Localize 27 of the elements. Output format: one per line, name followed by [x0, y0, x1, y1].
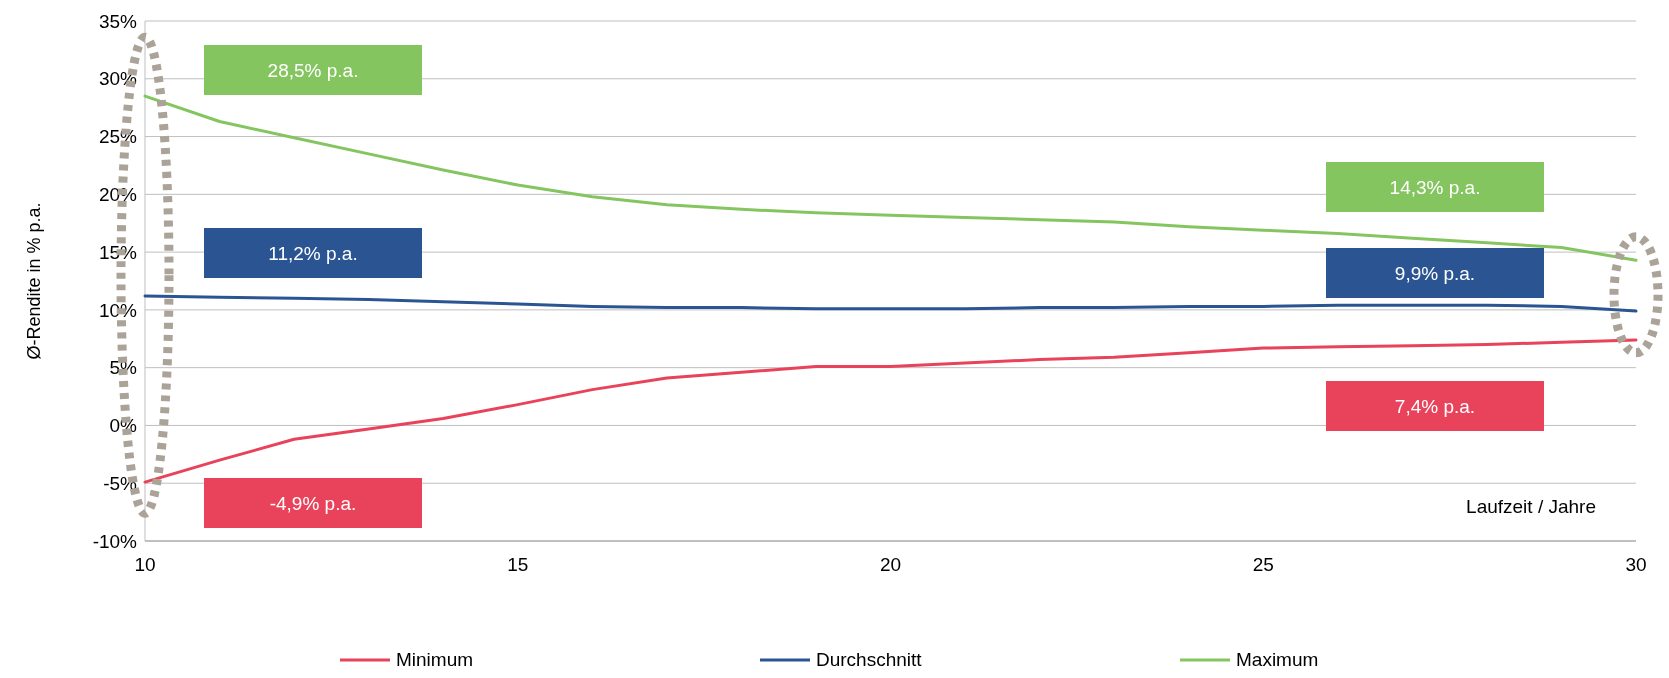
- y-tick-label: -10%: [92, 530, 138, 552]
- label-box: 11,2% p.a.: [204, 228, 422, 278]
- annotation: 11,2% p.a.: [268, 242, 358, 264]
- legend-label: Durchschnitt: [816, 649, 923, 670]
- label-box: 28,5% p.a.: [204, 45, 422, 95]
- annotation: -4,9% p.a.: [269, 492, 357, 514]
- line-series: [143, 94, 1638, 262]
- legend-label: Maximum: [1236, 649, 1319, 670]
- line-series: [143, 338, 1638, 484]
- label-box: 9,9% p.a.: [1326, 248, 1544, 298]
- label-box: 14,3% p.a.: [1326, 162, 1544, 212]
- x-axis-title: Laufzeit / Jahre: [1466, 496, 1596, 517]
- legend-label: Minimum: [396, 649, 474, 670]
- annotation: 7,4% p.a.: [1394, 395, 1476, 417]
- line-series: [143, 294, 1638, 313]
- annotation: 9,9% p.a.: [1394, 262, 1476, 284]
- y-axis-title: Ø-Rendite in % p.a.: [24, 202, 44, 360]
- x-tick-label: 10: [134, 554, 156, 575]
- x-tick-label: 30: [1625, 554, 1647, 575]
- label-box: 7,4% p.a.: [1326, 381, 1544, 431]
- annotation: 14,3% p.a.: [1389, 176, 1481, 198]
- label-box: -4,9% p.a.: [204, 478, 422, 528]
- annotation: 28,5% p.a.: [267, 59, 359, 81]
- y-tick-label: 35%: [98, 10, 138, 32]
- x-tick-label: 20: [879, 554, 902, 575]
- x-tick-label: 25: [1252, 554, 1274, 575]
- x-tick-label: 15: [507, 554, 529, 575]
